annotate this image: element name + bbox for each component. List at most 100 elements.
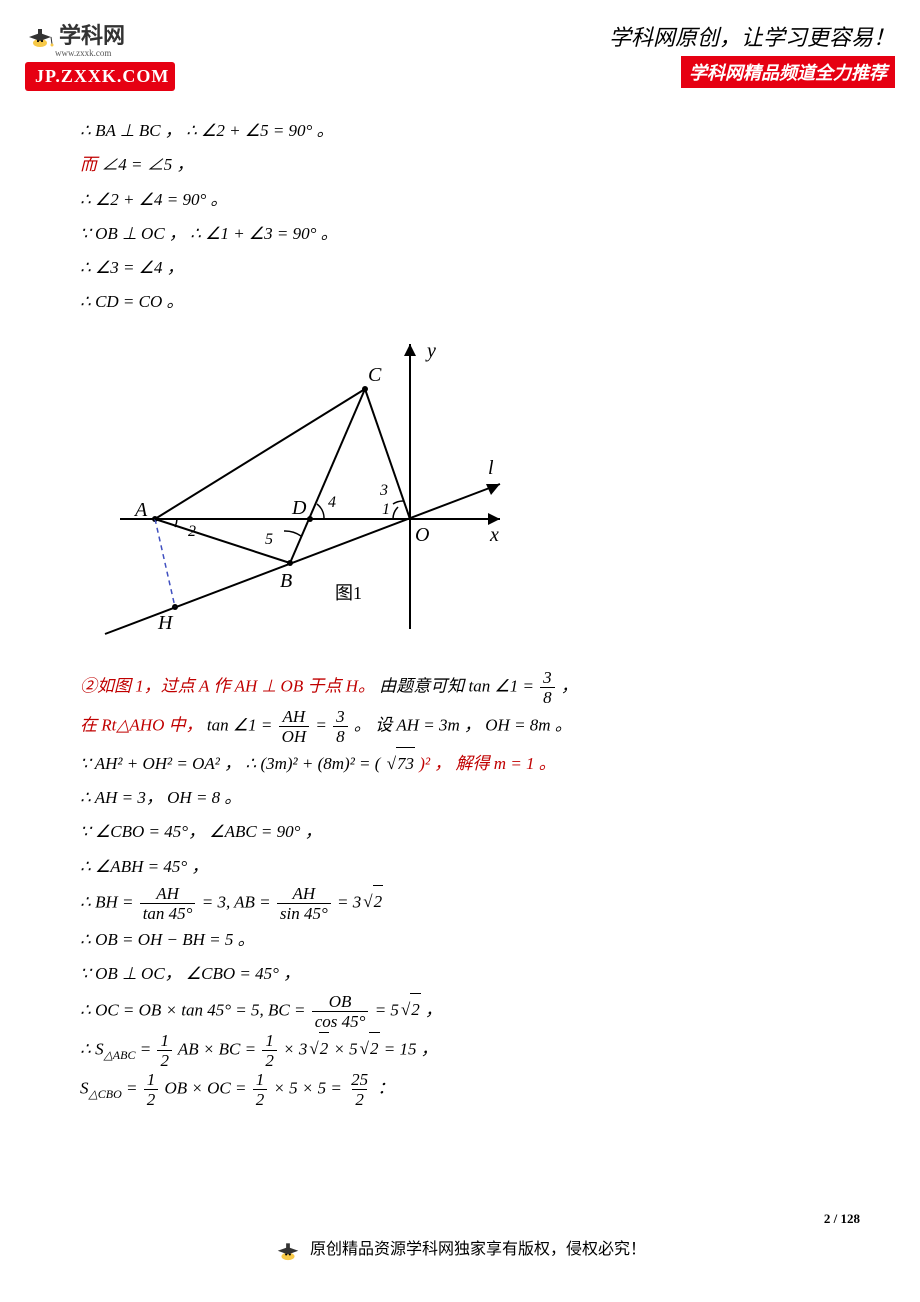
- solution-line-6: ∴ ∠ABH = 45° ，: [80, 851, 840, 883]
- solution-line-4: ∴ AH = 3， OH = 8 。: [80, 782, 840, 814]
- label-angle3: 3: [379, 482, 388, 499]
- text: )² ，: [419, 754, 451, 773]
- solution-line-8: ∴ OB = OH − BH = 5 。: [80, 924, 840, 956]
- text: ，: [561, 676, 578, 695]
- label-B: B: [280, 570, 292, 592]
- text: ∵ AH² + OH² = OA² ，: [80, 754, 241, 773]
- geometry-diagram: y x l O A B C D H: [70, 329, 840, 654]
- solution-line-11: ∴ S△ABC = 12 AB × BC = 12 × 32 × 52 = 15…: [80, 1032, 840, 1069]
- text: tan ∠1 =: [207, 715, 272, 734]
- sqrt-expr: 2: [307, 1032, 329, 1065]
- text: 在 Rt△AHO 中，: [80, 715, 203, 734]
- text: 。 设 AH = 3m ， OH = 8m 。: [354, 715, 572, 734]
- text: =: [140, 1039, 151, 1058]
- text: = 5: [375, 1000, 399, 1019]
- subscript: △ABC: [104, 1047, 136, 1061]
- label-O: O: [415, 524, 429, 546]
- page-number: 2 / 128: [824, 1211, 860, 1227]
- text: 由题意可知 tan ∠1 =: [379, 676, 534, 695]
- proof-line-4: ∵ OB ⊥ OC ， ∴ ∠1 + ∠3 = 90° 。: [80, 218, 840, 250]
- solution-line-5: ∵ ∠CBO = 45°， ∠ABC = 90° ，: [80, 816, 840, 848]
- sqrt-expr: 73: [385, 747, 415, 780]
- proof-line-5: ∴ ∠3 = ∠4 ，: [80, 252, 840, 284]
- fraction: AHsin 45°: [277, 885, 331, 922]
- page-sep: /: [830, 1211, 840, 1226]
- promo-banner: 学科网精品频道全力推荐: [681, 56, 895, 88]
- label-D: D: [291, 497, 307, 519]
- label-angle2: 2: [188, 523, 196, 540]
- logo-title: 学科网: [59, 18, 125, 50]
- text: =: [126, 1078, 137, 1097]
- graduation-cap-icon: [25, 19, 55, 49]
- slogan-text: 学科网原创，让学习更容易！: [609, 20, 895, 52]
- fraction: 252: [348, 1071, 371, 1108]
- text: ∵ OB ⊥ OC ，: [80, 224, 186, 243]
- sqrt-expr: 2: [399, 993, 421, 1026]
- proof-line-6: ∴ CD = CO 。: [80, 286, 840, 318]
- sqrt-expr: 2: [361, 885, 383, 918]
- logo-block: 学科网 www.zxxk.com JP.ZXXK.COM: [25, 18, 175, 91]
- main-content: ∴ BA ⊥ BC ， ∴ ∠2 + ∠5 = 90° 。 而 ∠4 = ∠5 …: [80, 115, 840, 1110]
- text: AB × BC =: [178, 1039, 256, 1058]
- text: OB × OC =: [164, 1078, 246, 1097]
- proof-line-1: ∴ BA ⊥ BC ， ∴ ∠2 + ∠5 = 90° 。: [80, 115, 840, 147]
- text: = 15 ，: [384, 1039, 438, 1058]
- logo-banner: JP.ZXXK.COM: [25, 62, 175, 91]
- fraction: 12: [262, 1032, 277, 1069]
- label-angle4: 4: [328, 494, 336, 511]
- text: ∴ BH =: [80, 892, 133, 911]
- solution-line-3: ∵ AH² + OH² = OA² ， ∴ (3m)² + (8m)² = ( …: [80, 747, 840, 780]
- text: ∴ ∠1 + ∠3 = 90° 。: [190, 224, 338, 243]
- label-H: H: [157, 612, 174, 634]
- text: = 3, AB =: [202, 892, 271, 911]
- fraction: 12: [157, 1032, 172, 1069]
- label-A: A: [133, 499, 148, 521]
- fraction: OBcos 45°: [312, 993, 369, 1030]
- text: 而: [80, 155, 97, 174]
- solution-line-1: ②如图 1，过点 A 作 AH ⊥ OB 于点 H。 由题意可知 tan ∠1 …: [80, 669, 840, 706]
- solution-line-10: ∴ OC = OB × tan 45° = 5, BC = OBcos 45° …: [80, 993, 840, 1030]
- fraction: 38: [540, 669, 555, 706]
- text: = 3: [337, 892, 361, 911]
- solution-line-12: S△CBO = 12 OB × OC = 12 × 5 × 5 = 252 ：: [80, 1071, 840, 1108]
- text: ∴ S: [80, 1039, 104, 1058]
- text: ∠4 = ∠5 ，: [101, 155, 193, 174]
- text: ：: [377, 1078, 394, 1097]
- text: × 3: [283, 1039, 307, 1058]
- text: ②如图 1，过点 A 作 AH ⊥ OB 于点 H。: [80, 676, 375, 695]
- label-y: y: [425, 340, 436, 362]
- subscript: △CBO: [89, 1086, 122, 1100]
- graduation-cap-icon: [274, 1234, 302, 1267]
- text: ∴ (3m)² + (8m)² = (: [245, 754, 380, 773]
- text: × 5: [333, 1039, 357, 1058]
- fraction: AHOH: [279, 708, 310, 745]
- fraction: 12: [253, 1071, 268, 1108]
- text: ∴ ∠2 + ∠5 = 90° 。: [186, 121, 334, 140]
- text: ∴ OC = OB × tan 45° = 5, BC =: [80, 1000, 305, 1019]
- solution-line-9: ∵ OB ⊥ OC， ∠CBO = 45° ，: [80, 958, 840, 990]
- solution-line-7: ∴ BH = AHtan 45° = 3, AB = AHsin 45° = 3…: [80, 885, 840, 922]
- text: =: [315, 715, 326, 734]
- proof-line-3: ∴ ∠2 + ∠4 = 90° 。: [80, 184, 840, 216]
- fraction: AHtan 45°: [140, 885, 196, 922]
- page-total: 128: [841, 1211, 861, 1226]
- label-x: x: [489, 524, 499, 546]
- header-right: 学科网原创，让学习更容易！ 学科网精品频道全力推荐: [609, 20, 895, 88]
- solution-line-2: 在 Rt△AHO 中， tan ∠1 = AHOH = 38 。 设 AH = …: [80, 708, 840, 745]
- text: × 5 × 5 =: [273, 1078, 341, 1097]
- label-l: l: [488, 457, 494, 479]
- proof-line-2: 而 ∠4 = ∠5 ，: [80, 149, 840, 181]
- text: 解得 m = 1 。: [456, 754, 556, 773]
- page-footer: 原创精品资源学科网独家享有版权，侵权必究！: [0, 1234, 920, 1267]
- diagram-caption: 图1: [335, 583, 362, 603]
- text: ，: [425, 1000, 442, 1019]
- fraction: 12: [144, 1071, 159, 1108]
- label-angle5: 5: [265, 531, 273, 548]
- text: ∴ BA ⊥ BC ，: [80, 121, 182, 140]
- page-header: 学科网 www.zxxk.com JP.ZXXK.COM 学科网原创，让学习更容…: [0, 0, 920, 95]
- logo-top-row: 学科网: [25, 18, 175, 50]
- text: S: [80, 1078, 89, 1097]
- fraction: 38: [333, 708, 348, 745]
- footer-text: 原创精品资源学科网独家享有版权，侵权必究！: [310, 1241, 646, 1258]
- label-C: C: [368, 364, 382, 386]
